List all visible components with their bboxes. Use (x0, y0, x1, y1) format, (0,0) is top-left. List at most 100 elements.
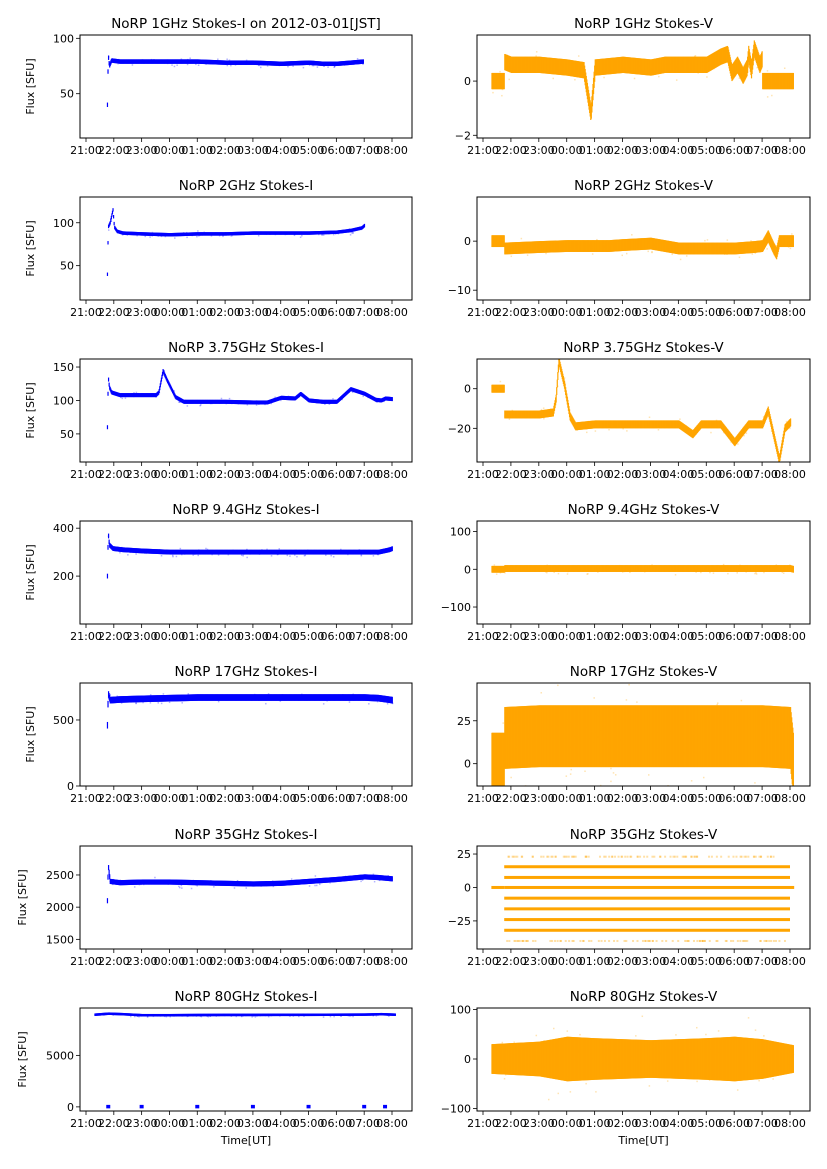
data-point (274, 61, 277, 64)
data-point (194, 233, 196, 235)
chart-title: NoRP 9.4GHz Stokes-I (172, 502, 319, 518)
data-point (283, 64, 286, 66)
data-band (557, 372, 559, 380)
data-point (758, 56, 761, 58)
data-point (766, 408, 769, 411)
data-point (228, 59, 231, 62)
data-point (669, 71, 671, 73)
data-point (549, 408, 552, 410)
x-tick-label: 04:00 (663, 306, 695, 319)
data-point (180, 397, 182, 400)
data-point (291, 397, 293, 399)
chart-panel-2: 21:0022:0023:0000:0001:0002:0003:0004:00… (455, 16, 811, 157)
data-point (360, 553, 363, 556)
data-point (321, 234, 324, 236)
data-point (647, 425, 649, 428)
data-point (113, 61, 116, 64)
data-point (682, 65, 685, 67)
data-point (200, 404, 202, 406)
data-point (377, 553, 379, 556)
data-point (299, 236, 302, 239)
x-tick-label: 06:00 (718, 468, 750, 481)
x-tick-label: 03:00 (237, 630, 269, 643)
data-band (112, 215, 115, 219)
data-point (591, 253, 594, 255)
data-point (303, 551, 305, 554)
data-point (737, 443, 739, 445)
data-point (586, 431, 588, 434)
data-point (602, 247, 605, 249)
data-point (179, 401, 182, 403)
data-point (250, 231, 252, 233)
data-point (726, 243, 729, 246)
data-band (158, 389, 160, 394)
data-point (178, 233, 180, 236)
data-point (276, 553, 279, 556)
x-tick-label: 08:00 (774, 144, 806, 157)
data-point (273, 231, 276, 234)
data-point (287, 395, 290, 398)
data-point (226, 58, 228, 60)
data-point (583, 423, 586, 426)
data-point (753, 248, 756, 250)
x-tick-label: 22:00 (98, 630, 130, 643)
data-point (270, 402, 273, 405)
data-point (518, 244, 520, 246)
data-band (503, 72, 505, 90)
data-point (171, 61, 174, 63)
chart-panel-8: 21:0022:0023:0000:0001:0002:0003:0004:00… (441, 502, 811, 643)
data-point (171, 554, 174, 557)
data-point (609, 423, 612, 425)
data-point (302, 66, 305, 69)
data-point (736, 244, 738, 247)
data-point (578, 244, 581, 246)
data-point (608, 428, 610, 431)
axes-frame (79, 520, 413, 625)
x-tick-label: 00:00 (154, 306, 186, 319)
data-band (106, 102, 109, 107)
data-point (523, 247, 525, 250)
data-point (359, 227, 361, 230)
data-point (692, 67, 695, 69)
data-point (160, 235, 163, 238)
data-point (381, 550, 384, 553)
data-point (609, 423, 612, 426)
data-point (164, 235, 167, 238)
data-point (514, 65, 517, 67)
data-point (301, 234, 303, 237)
data-point (246, 549, 248, 551)
x-tick-label: 01:00 (579, 468, 611, 481)
data-point (148, 233, 151, 235)
data-band (391, 546, 393, 552)
data-point (699, 246, 701, 249)
x-tick-label: 05:00 (293, 468, 325, 481)
y-axis-label: Flux [SFU] (24, 382, 37, 438)
data-point (324, 403, 326, 405)
data-point (248, 401, 251, 403)
data-point (330, 230, 332, 233)
axes-frame (476, 196, 811, 301)
plot-area (491, 563, 794, 576)
data-point (787, 246, 790, 248)
x-tick-label: 02:00 (209, 630, 241, 643)
data-point (171, 551, 173, 553)
data-point (677, 248, 680, 250)
data-point (651, 63, 654, 66)
x-tick-label: 06:00 (321, 306, 353, 319)
data-point (232, 549, 234, 552)
data-point (270, 555, 273, 557)
data-point (292, 65, 294, 67)
data-point (673, 61, 675, 63)
data-point (122, 547, 124, 550)
data-point (230, 235, 232, 237)
data-point (118, 58, 120, 61)
data-point (135, 394, 137, 397)
data-point (540, 408, 543, 411)
data-point (275, 398, 278, 400)
data-point (385, 548, 387, 551)
data-point (590, 422, 592, 424)
data-point (504, 412, 507, 414)
data-point (324, 403, 326, 405)
data-point (143, 234, 145, 236)
